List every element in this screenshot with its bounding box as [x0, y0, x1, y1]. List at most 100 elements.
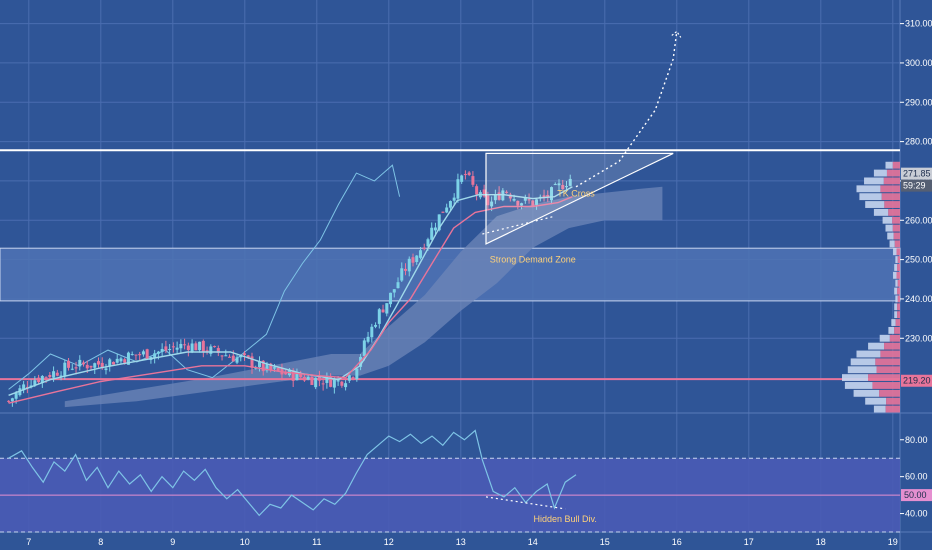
- volume-bar-down: [896, 271, 900, 279]
- candle-body: [115, 358, 119, 363]
- candle-body: [138, 354, 142, 356]
- volume-bar-up: [888, 326, 895, 334]
- candle-body: [381, 309, 385, 313]
- volume-bar-up: [893, 248, 897, 256]
- volume-bar-up: [889, 240, 895, 248]
- candle-body: [100, 362, 104, 369]
- volume-bar-up: [842, 374, 869, 382]
- candle-body: [130, 354, 134, 356]
- candle-body: [123, 359, 127, 363]
- volume-bar-down: [893, 232, 900, 240]
- volume-bar-down: [875, 358, 900, 366]
- candle-body: [366, 336, 370, 342]
- volume-bar-down: [897, 256, 900, 264]
- candle-body: [508, 194, 512, 199]
- candle-body: [344, 383, 348, 388]
- candle-body: [74, 367, 78, 369]
- candle-body: [527, 199, 531, 201]
- volume-bar-up: [856, 350, 881, 358]
- candle-body: [493, 194, 497, 201]
- candle-body: [471, 176, 475, 185]
- candle-body: [134, 354, 138, 356]
- candle-body: [186, 345, 190, 351]
- candle-body: [33, 380, 37, 386]
- volume-bar-up: [859, 193, 882, 201]
- volume-bar-down: [896, 248, 900, 256]
- candle-body: [385, 303, 389, 314]
- price-tick-label: 280.00: [905, 137, 932, 147]
- candle-body: [231, 355, 235, 362]
- candle-body: [531, 200, 535, 206]
- candle-body: [362, 340, 366, 356]
- volume-profile: [842, 161, 900, 413]
- candle-body: [205, 350, 209, 353]
- candle-body: [302, 376, 306, 381]
- volume-bar-up: [873, 208, 889, 216]
- candle-body: [535, 199, 539, 205]
- candle-body: [194, 343, 198, 351]
- volume-bar-up: [864, 177, 884, 185]
- candle-body: [418, 250, 422, 258]
- candle-body: [374, 324, 378, 327]
- price-tick-label: 250.00: [905, 255, 932, 265]
- candle-body: [141, 351, 145, 355]
- candle-body: [377, 309, 381, 324]
- price-label-box: [901, 179, 932, 192]
- candles-group: [7, 170, 572, 407]
- rsi-tick-label: 40.00: [905, 509, 928, 519]
- candle-body: [332, 379, 336, 388]
- candle-body: [70, 368, 74, 370]
- candle-body: [235, 357, 239, 363]
- candle-body: [246, 355, 250, 358]
- volume-bar-down: [885, 405, 900, 413]
- time-tick-label: 12: [384, 537, 394, 547]
- rsi-label-box: [901, 489, 932, 502]
- candle-body: [557, 183, 561, 186]
- candle-body: [239, 355, 243, 358]
- candle-body: [213, 346, 217, 348]
- time-tick-label: 15: [600, 537, 610, 547]
- candle-body: [475, 186, 479, 195]
- volume-bar-down: [897, 295, 900, 303]
- time-tick-label: 9: [170, 537, 175, 547]
- volume-bar-up: [885, 161, 893, 169]
- candle-body: [523, 197, 527, 201]
- candle-body: [389, 292, 393, 305]
- candle-body: [52, 371, 56, 378]
- candle-body: [568, 178, 572, 186]
- rsi-line: [8, 429, 577, 517]
- candle-body: [190, 343, 194, 353]
- time-tick-label: 17: [744, 537, 754, 547]
- price-label-box: [901, 374, 932, 387]
- ichimoku-cloud: [64, 186, 663, 408]
- candle-body: [404, 268, 408, 271]
- candle-body: [561, 184, 565, 190]
- candle-body: [209, 346, 213, 354]
- price-label-text: 271.85: [903, 169, 931, 179]
- candle-body: [325, 376, 329, 383]
- time-tick-label: 19: [888, 537, 898, 547]
- volume-bar-down: [894, 326, 900, 334]
- price-label-text: 219.20: [903, 376, 931, 386]
- candle-body: [452, 197, 456, 201]
- time-tick-label: 13: [456, 537, 466, 547]
- rsi-label-text: 50.00: [904, 490, 927, 500]
- price-tick-label: 310.00: [905, 19, 932, 29]
- candle-body: [243, 353, 247, 355]
- candle-body: [59, 375, 63, 377]
- volume-bar-up: [865, 397, 887, 405]
- price-tick-label: 230.00: [905, 333, 932, 343]
- volume-bar-up: [856, 185, 881, 193]
- candle-body: [216, 348, 220, 353]
- candle-body: [422, 247, 426, 249]
- candle-body: [201, 340, 205, 353]
- candle-body: [168, 348, 172, 350]
- volume-bar-down: [883, 177, 900, 185]
- volume-bar-down: [884, 201, 900, 208]
- candle-body: [520, 203, 524, 206]
- candle-body: [265, 364, 269, 371]
- volume-bar-up: [882, 216, 893, 224]
- candle-body: [546, 194, 550, 198]
